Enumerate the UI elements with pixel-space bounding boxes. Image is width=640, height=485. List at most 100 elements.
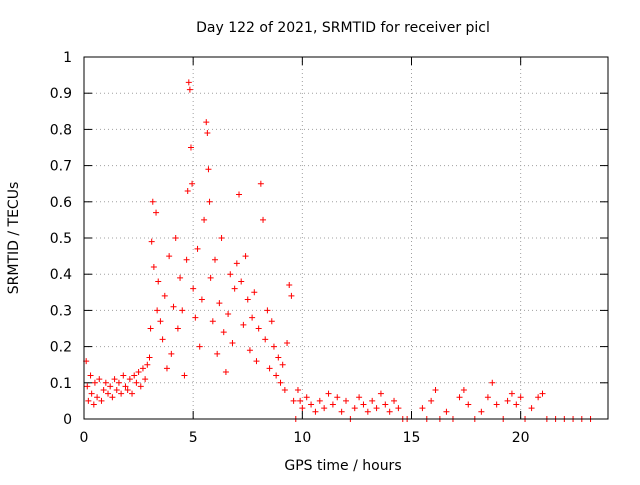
data-point xyxy=(244,296,251,303)
data-point xyxy=(478,408,485,415)
data-point xyxy=(334,394,341,401)
data-point xyxy=(198,296,205,303)
data-point xyxy=(299,405,306,412)
x-tick-label: 5 xyxy=(189,430,198,446)
data-point xyxy=(373,405,380,412)
data-point xyxy=(484,394,491,401)
data-point xyxy=(364,408,371,415)
data-point xyxy=(149,198,156,205)
data-point xyxy=(460,387,467,394)
data-point xyxy=(201,216,208,223)
data-point xyxy=(172,235,179,241)
data-point xyxy=(170,303,177,310)
x-tick-label: 10 xyxy=(293,430,311,446)
y-tick-label: 0.3 xyxy=(50,303,72,319)
data-point xyxy=(190,285,197,292)
data-point xyxy=(288,292,295,299)
data-point xyxy=(351,405,358,412)
data-point xyxy=(391,397,398,404)
data-point xyxy=(185,79,192,86)
data-point xyxy=(203,119,210,126)
data-point xyxy=(187,144,194,151)
data-point xyxy=(465,401,472,408)
data-point xyxy=(277,379,284,386)
data-point xyxy=(96,376,103,383)
data-point xyxy=(432,387,439,394)
data-point xyxy=(513,401,520,408)
data-point xyxy=(204,130,211,137)
data-point xyxy=(386,408,393,415)
data-point xyxy=(255,325,262,332)
data-point xyxy=(284,339,291,346)
data-point xyxy=(205,166,212,173)
data-point xyxy=(122,383,129,390)
data-point xyxy=(343,397,349,404)
data-point xyxy=(253,358,260,365)
data-point xyxy=(85,397,92,404)
y-axis-label: SRMTID / TECUs xyxy=(6,182,22,295)
data-point xyxy=(109,394,116,401)
data-point xyxy=(91,379,98,386)
data-point xyxy=(281,387,288,394)
data-point xyxy=(184,187,191,194)
data-point xyxy=(189,180,196,187)
data-point xyxy=(395,405,402,412)
data-point xyxy=(194,245,201,252)
data-point xyxy=(159,336,166,343)
data-point xyxy=(113,387,120,394)
data-point xyxy=(238,278,245,285)
data-point xyxy=(231,285,238,292)
data-point xyxy=(157,318,164,325)
data-point xyxy=(419,405,426,412)
data-point xyxy=(377,390,384,397)
data-point xyxy=(456,394,463,401)
data-point xyxy=(428,397,435,404)
data-point xyxy=(153,209,160,216)
data-point xyxy=(225,311,232,318)
data-point xyxy=(144,361,151,368)
data-point xyxy=(240,321,247,328)
data-point xyxy=(118,390,125,397)
data-point xyxy=(124,387,131,394)
data-point xyxy=(186,86,193,93)
data-point xyxy=(212,256,218,263)
grid-layer xyxy=(84,57,608,419)
data-point xyxy=(249,314,256,321)
data-point xyxy=(312,408,319,415)
data-point xyxy=(216,300,223,307)
data-points-layer xyxy=(83,79,594,422)
data-point xyxy=(139,365,146,372)
data-point xyxy=(356,394,363,401)
x-axis-label: GPS time / hours xyxy=(284,458,401,474)
data-point xyxy=(120,372,127,379)
data-point xyxy=(260,216,267,223)
data-point xyxy=(87,372,94,379)
y-tick-label: 0.2 xyxy=(50,340,72,356)
data-point xyxy=(88,390,95,397)
data-point xyxy=(154,307,161,314)
data-point xyxy=(131,372,138,379)
y-tick-label: 1 xyxy=(63,50,72,66)
data-point xyxy=(270,343,277,350)
data-point xyxy=(229,339,236,346)
data-point xyxy=(251,289,258,296)
data-point xyxy=(150,263,157,270)
data-point xyxy=(227,271,234,278)
data-point xyxy=(100,387,107,394)
data-point xyxy=(369,397,376,404)
y-tick-label: 0.5 xyxy=(50,231,72,247)
x-tick-label: 15 xyxy=(403,430,421,446)
data-point xyxy=(168,350,175,357)
plot-frame xyxy=(83,56,609,420)
chart-title: Day 122 of 2021, SRMTID for receiver pic… xyxy=(196,20,490,36)
data-point xyxy=(382,401,389,408)
y-tick-label: 0.4 xyxy=(50,267,72,283)
data-point xyxy=(443,408,450,415)
data-point xyxy=(177,274,184,281)
data-point xyxy=(146,354,153,361)
data-point xyxy=(166,253,173,260)
x-tick-label: 20 xyxy=(512,430,530,446)
data-point xyxy=(207,274,214,281)
data-point xyxy=(155,278,162,285)
data-point xyxy=(246,347,253,354)
